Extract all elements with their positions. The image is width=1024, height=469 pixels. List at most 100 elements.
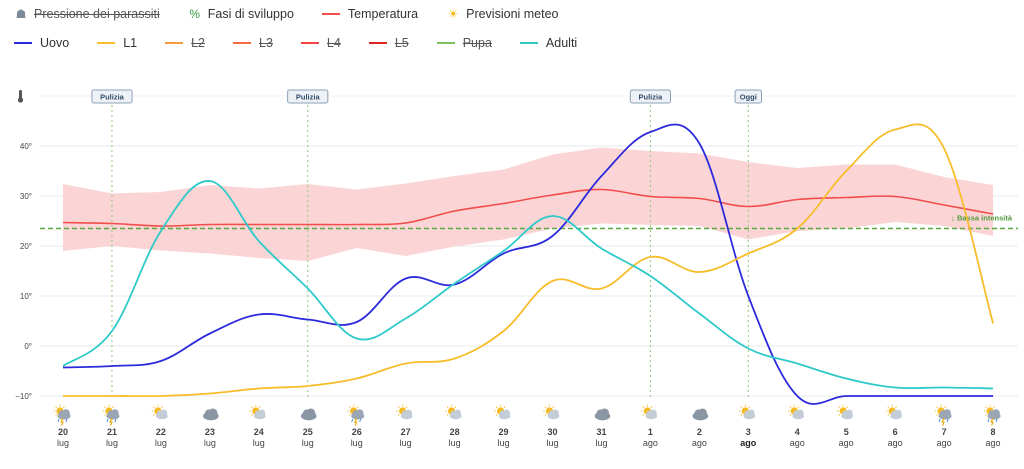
sun-cloud-icon <box>151 404 168 420</box>
sun-cloud-icon <box>788 404 805 420</box>
y-tick-label: 20° <box>20 242 32 251</box>
x-tick-month: lug <box>400 438 412 448</box>
cloud-icon <box>300 408 317 421</box>
temperature-line <box>62 188 994 227</box>
marker-pulizia: Pulizia <box>91 89 133 400</box>
legend-row-phases: Uovo L1 L2 L3 L4 L5 Pupa Adulti <box>14 34 605 52</box>
legend-label: L1 <box>123 36 138 50</box>
legend-swatch <box>519 42 538 44</box>
legend-swatch <box>233 42 251 44</box>
x-tick-day: 6 <box>893 427 898 437</box>
x-tick-month: ago <box>692 438 707 448</box>
legend-label: L2 <box>191 36 205 50</box>
y-tick-label: 10° <box>20 292 32 301</box>
x-tick-month: lug <box>449 438 461 448</box>
x-tick-day: 1 <box>648 427 653 437</box>
x-tick-day: 20 <box>58 427 68 437</box>
legend-item-adulti[interactable]: Adulti <box>519 36 578 50</box>
sun-cloud-icon <box>249 404 266 420</box>
legend-row-primary: ☗ Pressione dei parassiti % Fasi di svilupp… <box>14 5 587 23</box>
thermometer-icon-group <box>17 90 24 103</box>
storm-icon <box>347 404 365 426</box>
series-line-adulti <box>62 180 994 390</box>
development-phases-icon: % <box>189 7 201 21</box>
marker-label: Oggi <box>740 93 757 102</box>
legend-item-pupa[interactable]: Pupa <box>436 36 492 50</box>
y-tick-label: −10° <box>15 392 32 401</box>
y-tick-label: 40° <box>20 142 32 151</box>
legend-item-temperatura[interactable]: Temperatura <box>321 7 419 21</box>
x-tick-month: ago <box>986 438 1001 448</box>
marker-flag <box>91 89 133 104</box>
sun-cloud-icon <box>396 404 413 420</box>
x-tick-day: 23 <box>205 427 215 437</box>
x-tick-month: lug <box>106 438 118 448</box>
x-tick-month: lug <box>57 438 69 448</box>
x-tick-day: 29 <box>499 427 509 437</box>
cloud-icon <box>692 408 709 421</box>
x-tick-day: 30 <box>547 427 557 437</box>
x-tick-month: ago <box>937 438 952 448</box>
x-tick-day: 28 <box>450 427 460 437</box>
legend-swatch <box>368 42 387 44</box>
x-tick-month: ago <box>839 438 854 448</box>
x-tick-month: lug <box>155 438 167 448</box>
marker-label: Pulizia <box>100 93 125 102</box>
x-tick-day: 26 <box>352 427 362 437</box>
x-tick-month: lug <box>302 438 314 448</box>
legend-label: L4 <box>326 36 341 50</box>
x-tick-month: lug <box>351 438 363 448</box>
marker-flag <box>287 89 329 104</box>
x-axis: 20lug21lug22lug23lug24lug25lug26lug27lug… <box>53 404 1001 448</box>
series-lines <box>62 123 994 405</box>
parasite-pressure-icon: ☗ <box>15 7 27 21</box>
legend-label: L5 <box>394 36 409 50</box>
threshold-label: ↓ Bassa intensità <box>951 214 1013 223</box>
x-tick-day: 5 <box>844 427 849 437</box>
sun-icon: ☀ <box>447 7 459 21</box>
x-tick-day: 27 <box>401 427 411 437</box>
legend-item-previsioni-meteo[interactable]: ☀ Previsioni meteo <box>446 7 559 21</box>
legend-label: Temperatura <box>347 7 419 21</box>
x-tick-month: lug <box>498 438 510 448</box>
legend-item-l4[interactable]: L4 <box>300 36 341 50</box>
legend-item-fasi-di-sviluppo[interactable]: % Fasi di sviluppo <box>188 7 294 21</box>
legend-label: L3 <box>259 36 273 50</box>
sun-cloud-icon <box>641 404 658 420</box>
x-tick-day: 4 <box>795 427 800 437</box>
cloud-icon <box>594 408 611 421</box>
legend-swatch <box>14 42 32 44</box>
legend-swatch <box>97 42 116 44</box>
legend-label: Pressione dei parassiti <box>34 7 160 21</box>
legend-item-l2[interactable]: L2 <box>165 36 205 50</box>
legend-item-l5[interactable]: L5 <box>368 36 409 50</box>
temperature-range-area <box>63 147 994 261</box>
legend-swatch <box>321 13 340 15</box>
legend-label: Adulti <box>545 36 578 50</box>
x-tick-month: lug <box>546 438 558 448</box>
x-tick-day: 21 <box>107 427 117 437</box>
legend-swatch <box>300 42 319 44</box>
legend-item-pressione-dei-parassiti[interactable]: ☗ Pressione dei parassiti <box>14 7 160 21</box>
marker-label: Pulizia <box>296 93 321 102</box>
legend-item-l1[interactable]: L1 <box>97 36 137 50</box>
sun-cloud-icon <box>445 404 462 420</box>
legend-item-uovo[interactable]: Uovo <box>14 36 69 50</box>
series-line-uovo <box>62 123 994 405</box>
marker-pulizia: Pulizia <box>287 89 329 400</box>
x-tick-month: lug <box>204 438 216 448</box>
legend-item-l3[interactable]: L3 <box>233 36 273 50</box>
series-line-l1 <box>62 123 994 398</box>
